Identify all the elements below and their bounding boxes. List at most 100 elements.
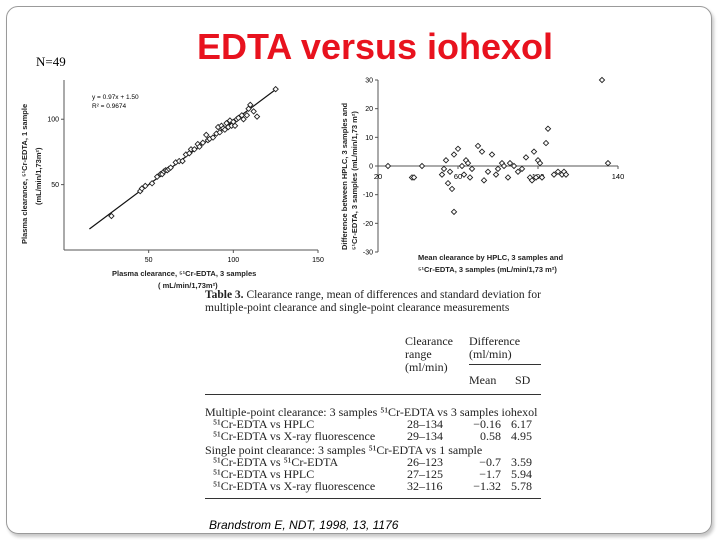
data-point <box>478 148 486 155</box>
data-point <box>514 168 522 175</box>
data-point <box>528 177 536 184</box>
data-point <box>418 162 426 170</box>
data-point <box>458 162 466 170</box>
clearance-table: Table 3. Clearance range, mean of differ… <box>205 289 545 499</box>
header-rule <box>205 394 541 395</box>
data-point <box>530 148 538 155</box>
row-range: 26–123 <box>407 455 443 469</box>
col-diff-header-1: Difference <box>469 334 521 348</box>
data-point <box>216 129 224 136</box>
table-row: ⁵¹Cr-EDTA vs X-ray fluorescence 29–134 0… <box>205 430 545 442</box>
group-label: Multiple-point clearance: 3 samples ⁵¹Cr… <box>205 405 538 419</box>
row-sd: 3.59 <box>511 455 532 469</box>
data-point <box>480 177 488 184</box>
data-point <box>199 139 207 147</box>
data-point <box>492 171 500 178</box>
data-point <box>240 115 247 123</box>
data-point <box>153 173 161 181</box>
data-point <box>542 139 550 147</box>
table-row: ⁵¹Cr-EDTA vs X-ray fluorescence 32–116 −… <box>205 480 545 492</box>
slide-title: EDTA versus iohexol <box>196 26 554 67</box>
data-point <box>440 165 448 173</box>
x-tick-label: 20 <box>374 172 382 181</box>
row-label: ⁵¹Cr-EDTA vs X-ray fluorescence <box>213 429 376 443</box>
x-tick-label: 150 <box>312 257 324 264</box>
row-range: 29–134 <box>407 429 443 443</box>
table-group-row: Single point clearance: 3 samples ⁵¹Cr-E… <box>205 444 545 456</box>
data-point <box>272 85 279 93</box>
row-sd: 6.17 <box>511 417 532 431</box>
data-point <box>444 179 452 187</box>
y-tick-label: -30 <box>363 250 373 257</box>
r-squared: R² = 0.9674 <box>92 103 127 110</box>
citation: Brandstrom E, NDT, 1998, 13, 1176 <box>209 518 399 532</box>
row-sd: 5.78 <box>511 479 532 493</box>
data-point <box>454 145 462 153</box>
data-point <box>247 101 254 109</box>
data-point <box>504 174 512 181</box>
data-point <box>494 165 502 173</box>
data-point <box>108 212 115 220</box>
row-range: 28–134 <box>407 417 443 431</box>
row-mean: −0.7 <box>479 455 501 469</box>
y-tick-label: 10 <box>365 135 373 142</box>
col-range-header-2: range <box>405 347 432 361</box>
y-tick-label: 100 <box>47 117 59 124</box>
x-tick-label: 60 <box>454 172 462 181</box>
data-point <box>598 76 606 84</box>
data-point <box>474 142 482 150</box>
table-number: Table 3. <box>205 289 244 301</box>
data-point <box>562 171 570 178</box>
x-tick-label: 100 <box>227 257 239 264</box>
data-point <box>235 114 242 122</box>
data-point <box>446 168 454 175</box>
data-point <box>438 171 446 178</box>
sample-size-label: N=49 <box>36 54 66 69</box>
diff-underline <box>469 364 541 365</box>
table-group-row: Multiple-point clearance: 3 samples ⁵¹Cr… <box>205 406 545 418</box>
data-point <box>209 134 217 141</box>
data-point <box>448 185 456 193</box>
col-sd-header: SD <box>515 373 531 387</box>
y-axis-label-2: (mL/min/1,73m²) <box>34 147 43 205</box>
data-point <box>550 171 558 178</box>
data-point <box>544 125 552 132</box>
row-label: ⁵¹Cr-EDTA vs ⁵¹Cr-EDTA <box>213 455 339 469</box>
footer-rule <box>205 498 541 499</box>
data-point <box>522 154 530 161</box>
y-axis-label-1: Plasma clearance, ⁵¹Cr-EDTA, 1 sample <box>20 104 29 244</box>
data-point <box>518 165 526 173</box>
row-label: ⁵¹Cr-EDTA vs HPLC <box>213 417 315 431</box>
x-axis-label-1: Mean clearance by HPLC, 3 samples and <box>418 253 563 262</box>
x-tick-label: 140 <box>612 172 625 181</box>
data-point <box>464 159 472 167</box>
row-mean: −0.16 <box>473 417 501 431</box>
y-axis-label-1: Difference between HPLC, 3 samples and <box>340 102 349 250</box>
data-point <box>466 174 474 181</box>
data-point <box>510 162 518 170</box>
x-axis-label-1: Plasma clearance, ⁵¹Cr-EDTA, 3 samples <box>112 269 256 278</box>
data-point <box>484 168 492 175</box>
row-mean: 0.58 <box>480 429 501 443</box>
regression-equation: y = 0.97x + 1.50 <box>92 94 139 101</box>
row-mean: −1.32 <box>473 479 501 493</box>
x-tick-label: 50 <box>145 257 153 264</box>
group-label: Single point clearance: 3 samples ⁵¹Cr-E… <box>205 443 483 457</box>
row-mean: −1.7 <box>479 467 501 481</box>
y-tick-label: 50 <box>51 182 59 189</box>
data-point <box>500 162 508 170</box>
data-point <box>384 162 392 170</box>
col-range-header-3: (ml/min) <box>405 360 448 374</box>
row-sd: 5.94 <box>511 467 532 481</box>
table-caption-text: Clearance range, mean of differences and… <box>205 289 541 314</box>
data-point <box>253 113 261 120</box>
row-sd: 4.95 <box>511 429 532 443</box>
data-point <box>532 174 540 181</box>
data-point <box>196 143 203 150</box>
y-tick-label: -20 <box>363 221 373 228</box>
y-axis-label-2: ⁵¹Cr-EDTA, 3 samples (mL/min/1,73 m²) <box>350 111 359 250</box>
data-point <box>250 108 257 115</box>
data-point <box>138 185 146 192</box>
